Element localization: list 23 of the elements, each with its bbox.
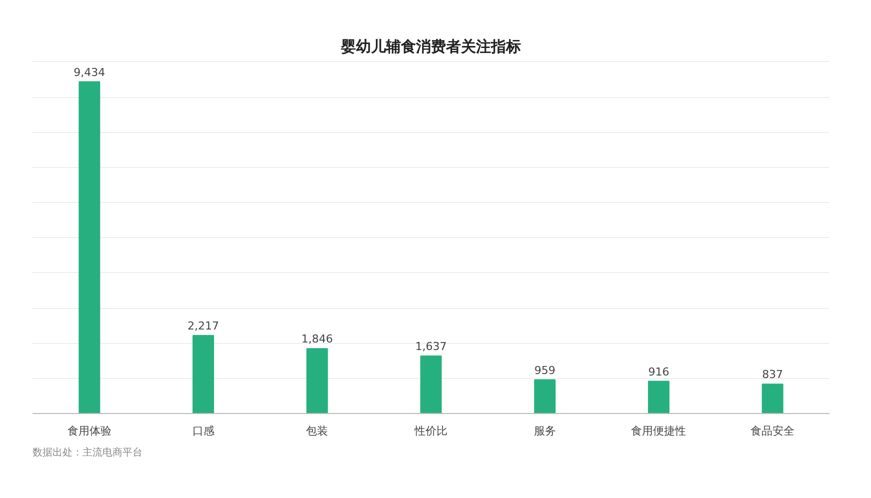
x-tick-label: 性价比 — [414, 424, 448, 438]
data-label: 9,434 — [74, 66, 106, 79]
data-label: 1,637 — [415, 340, 447, 353]
data-label: 1,846 — [301, 332, 333, 346]
x-tick-label: 包装 — [306, 424, 328, 438]
bar — [648, 380, 670, 414]
data-label: 2,217 — [188, 320, 220, 333]
bar — [762, 384, 784, 414]
chart-title: 婴幼儿辅食消费者关注指标 — [340, 38, 521, 56]
data-label: 916 — [648, 365, 670, 378]
x-tick-label: 食品安全 — [750, 424, 795, 438]
bar — [534, 379, 556, 414]
bar — [78, 81, 100, 414]
x-tick-label: 食用体验 — [67, 424, 112, 438]
data-label: 837 — [762, 368, 784, 382]
bar — [306, 348, 328, 414]
data-label: 959 — [534, 364, 556, 377]
text: 数据出处：主流电商平台 — [32, 446, 142, 458]
x-tick-label: 食用便捷性 — [631, 424, 686, 438]
bar — [192, 335, 214, 414]
x-tick-label: 口感 — [192, 424, 214, 438]
x-tick-label: 服务 — [534, 424, 556, 438]
bar — [420, 355, 442, 414]
